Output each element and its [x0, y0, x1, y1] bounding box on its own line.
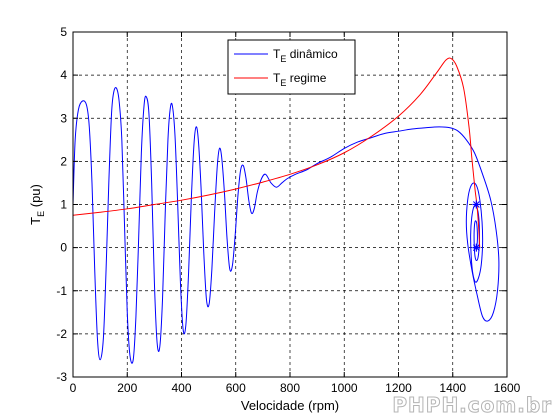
legend-entry-sub: E [280, 78, 286, 88]
y-tick-label: -2 [56, 327, 67, 341]
legend-entry-suffix: regime [286, 71, 326, 85]
y-axis-label-main: T [28, 217, 43, 225]
x-axis-label: Velocidade (rpm) [241, 398, 339, 413]
y-tick-label: -1 [56, 284, 67, 298]
legend-entry: TE dinâmico [273, 47, 338, 64]
y-axis-label-suffix: (pu) [28, 184, 43, 211]
series-line-dinamico [73, 87, 500, 364]
data-point-marker [472, 200, 481, 209]
x-tick-label: 1000 [331, 381, 358, 395]
y-tick-label: 1 [60, 198, 67, 212]
x-tick-label: 0 [70, 381, 77, 395]
x-tick-label: 1200 [385, 381, 412, 395]
legend-entry-main: T [273, 71, 281, 85]
data-point-marker [472, 243, 481, 252]
ticks [72, 31, 508, 378]
legend-box [227, 39, 356, 95]
watermark: PHPH.com.br [392, 393, 552, 417]
y-tick-label: 3 [60, 111, 67, 125]
y-tick-label: 5 [60, 25, 67, 39]
x-tick-label: 600 [226, 381, 246, 395]
legend-entry-sub: E [280, 54, 286, 64]
legend-entry-main: T [273, 47, 281, 61]
series-line-regime [73, 57, 481, 248]
x-tick-label: 800 [280, 381, 300, 395]
grid [73, 32, 507, 377]
x-tick-label: 1600 [494, 381, 521, 395]
y-axis-label: TE (pu) [28, 184, 46, 225]
y-axis-label-sub: E [36, 211, 46, 217]
y-tick-label: 0 [60, 241, 67, 255]
y-tick-label: 2 [60, 154, 67, 168]
legend-entry-suffix: dinâmico [286, 47, 338, 61]
x-tick-label: 400 [171, 381, 191, 395]
x-tick-label: 200 [117, 381, 137, 395]
y-tick-label: 4 [60, 68, 67, 82]
plot-lines [73, 57, 500, 364]
y-tick-label: -3 [56, 370, 67, 384]
x-tick-label: 1400 [439, 381, 466, 395]
tick-labels: 0 200 400 600 800 1000 1200 1400 1600 -3 -2 -1 0 1 2 3 4… [56, 25, 520, 395]
legend-entry: TE regime [273, 71, 327, 88]
